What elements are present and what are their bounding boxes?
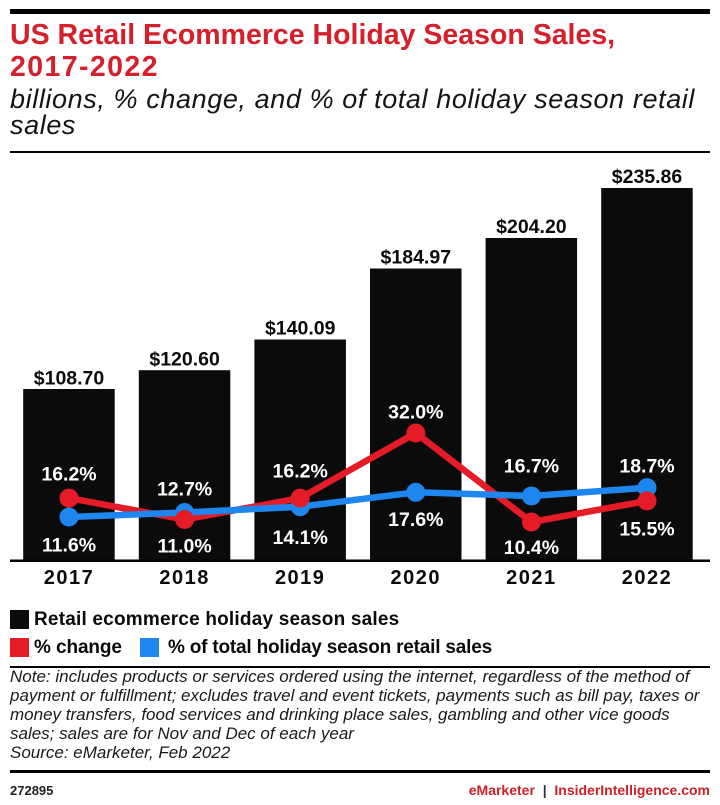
svg-text:11.0%: 11.0% bbox=[157, 536, 211, 558]
svg-text:10.4%: 10.4% bbox=[504, 537, 559, 559]
svg-text:15.5%: 15.5% bbox=[619, 519, 674, 541]
svg-text:2018: 2018 bbox=[159, 567, 210, 589]
svg-text:16.2%: 16.2% bbox=[41, 464, 96, 486]
svg-text:$140.09: $140.09 bbox=[265, 318, 336, 340]
svg-text:2019: 2019 bbox=[275, 567, 326, 589]
svg-text:18.7%: 18.7% bbox=[619, 456, 674, 478]
svg-text:$235.86: $235.86 bbox=[612, 166, 683, 188]
svg-text:2020: 2020 bbox=[391, 567, 442, 589]
svg-text:17.6%: 17.6% bbox=[388, 509, 443, 531]
svg-text:2021: 2021 bbox=[506, 567, 557, 589]
svg-text:2022: 2022 bbox=[622, 567, 673, 589]
svg-text:14.1%: 14.1% bbox=[273, 527, 328, 549]
svg-text:$108.70: $108.70 bbox=[34, 368, 105, 390]
svg-text:11.6%: 11.6% bbox=[42, 535, 96, 557]
svg-text:16.7%: 16.7% bbox=[504, 456, 559, 478]
svg-text:32.0%: 32.0% bbox=[388, 402, 443, 424]
svg-text:$184.97: $184.97 bbox=[381, 247, 452, 269]
svg-text:16.2%: 16.2% bbox=[273, 461, 328, 483]
svg-text:2017: 2017 bbox=[44, 567, 95, 589]
svg-text:$120.60: $120.60 bbox=[149, 349, 220, 371]
svg-text:$204.20: $204.20 bbox=[496, 216, 567, 238]
svg-text:12.7%: 12.7% bbox=[157, 479, 212, 501]
